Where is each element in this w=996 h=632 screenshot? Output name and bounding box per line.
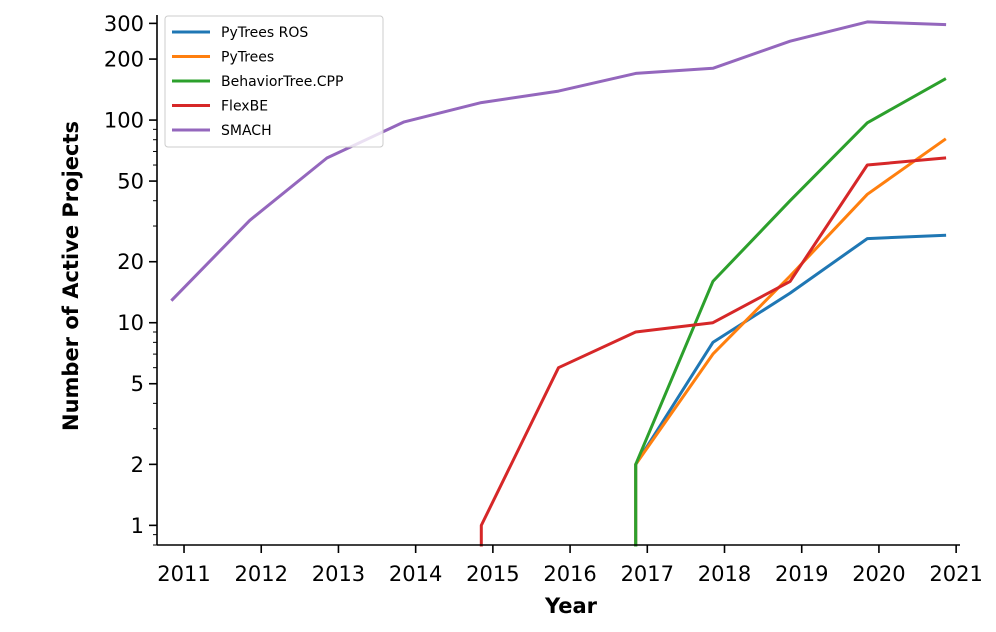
y-tick-label: 2 [131, 453, 144, 477]
x-tick-label: 2013 [312, 562, 365, 586]
plot-lines [170, 20, 947, 547]
x-ticks: 2011 2012 2013 2014 2015 2016 2017 2018 2019 2020… [157, 545, 983, 586]
y-tick-label: 50 [117, 170, 144, 194]
y-ticks: 1 2 5 10 20 50 100 200 300 [104, 12, 157, 538]
x-tick-label: 2021 [929, 562, 982, 586]
y-tick-label: 200 [104, 48, 144, 72]
series-line-smach [170, 20, 947, 302]
legend-label-behaviortree-cpp: BehaviorTree.CPP [221, 74, 343, 90]
x-tick-label: 2014 [389, 562, 442, 586]
legend-label-smach: SMACH [221, 123, 272, 139]
legend-label-pytrees: PyTrees [221, 50, 274, 66]
x-tick-label: 2011 [157, 562, 210, 586]
x-tick-label: 2012 [235, 562, 288, 586]
x-tick-label: 2019 [775, 562, 828, 586]
y-tick-label: 100 [104, 109, 144, 133]
series-line-behaviortree-cpp [634, 77, 947, 547]
x-tick-label: 2018 [698, 562, 751, 586]
y-axis-title: Number of Active Projects [59, 121, 83, 431]
legend-label-flexbe: FlexBE [221, 99, 268, 115]
x-axis-title: Year [544, 594, 598, 618]
y-tick-label: 1 [131, 514, 144, 538]
legend: PyTrees ROS PyTrees BehaviorTree.CPP FlexBE… [164, 15, 384, 148]
x-tick-label: 2017 [621, 562, 674, 586]
legend-label-pytrees-ros: PyTrees ROS [221, 25, 308, 41]
y-tick-label: 10 [117, 311, 144, 335]
axes [156, 15, 960, 546]
legend-frame [164, 15, 384, 148]
x-tick-label: 2020 [852, 562, 905, 586]
x-tick-label: 2015 [466, 562, 519, 586]
y-tick-label: 20 [117, 250, 144, 274]
series-line-flexbe [479, 156, 947, 547]
x-tick-label: 2016 [543, 562, 596, 586]
y-tick-label: 300 [104, 12, 144, 36]
y-tick-label: 5 [131, 372, 144, 396]
